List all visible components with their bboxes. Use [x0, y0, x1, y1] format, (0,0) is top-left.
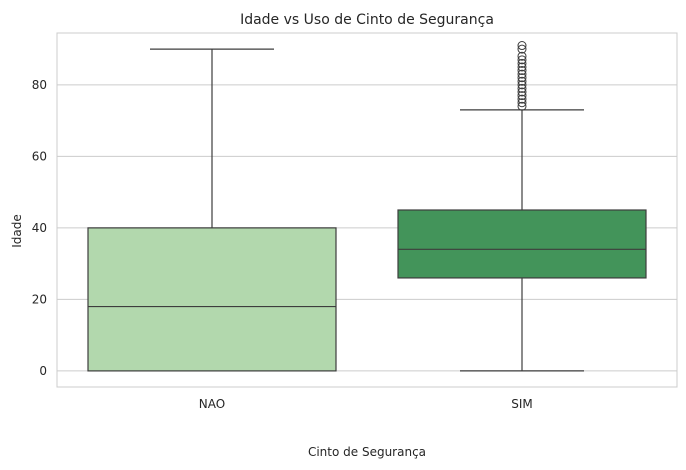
outlier-point-sim-4: [517, 87, 527, 97]
box-nao: [87, 227, 337, 372]
outlier-point-sim-14: [517, 51, 527, 61]
y-tick-label-40: 40: [32, 221, 47, 235]
outlier-point-sim-6: [517, 80, 527, 90]
outlier-point-sim-15: [517, 44, 527, 54]
y-tick-label-20: 20: [32, 292, 47, 306]
x-tick-label-sim: SIM: [511, 397, 533, 411]
outlier-point-sim-9: [517, 69, 527, 79]
x-tick-labels: NAO SIM: [199, 397, 533, 411]
box-plot-series: [87, 41, 647, 372]
plot-frame: [56, 32, 678, 388]
outlier-point-sim-2: [517, 94, 527, 104]
outlier-point-sim-12: [517, 58, 527, 68]
outlier-point-sim-13: [517, 55, 527, 65]
y-tick-label-0: 0: [39, 364, 47, 378]
x-tick-label-nao: NAO: [199, 397, 225, 411]
y-tick-label-80: 80: [32, 78, 47, 92]
y-tick-label-60: 60: [32, 149, 47, 163]
y-axis-label: Idade: [10, 214, 24, 248]
y-tick-labels: 0 20 40 60 80: [32, 78, 47, 378]
outlier-point-sim-3: [517, 91, 527, 101]
outlier-point-sim-10: [517, 66, 527, 76]
outlier-point-sim-5: [517, 83, 527, 93]
outlier-point-sim-7: [517, 76, 527, 86]
outlier-point-sim-16: [517, 41, 527, 51]
box-sim: [397, 209, 647, 279]
outlier-point-sim-8: [517, 73, 527, 83]
outlier-point-sim-1: [517, 98, 527, 108]
outlier-point-sim-0: [517, 101, 527, 111]
chart-title: Idade vs Uso de Cinto de Segurança: [240, 12, 494, 28]
x-axis-label: Cinto de Segurança: [308, 445, 426, 459]
outlier-point-sim-11: [517, 62, 527, 72]
